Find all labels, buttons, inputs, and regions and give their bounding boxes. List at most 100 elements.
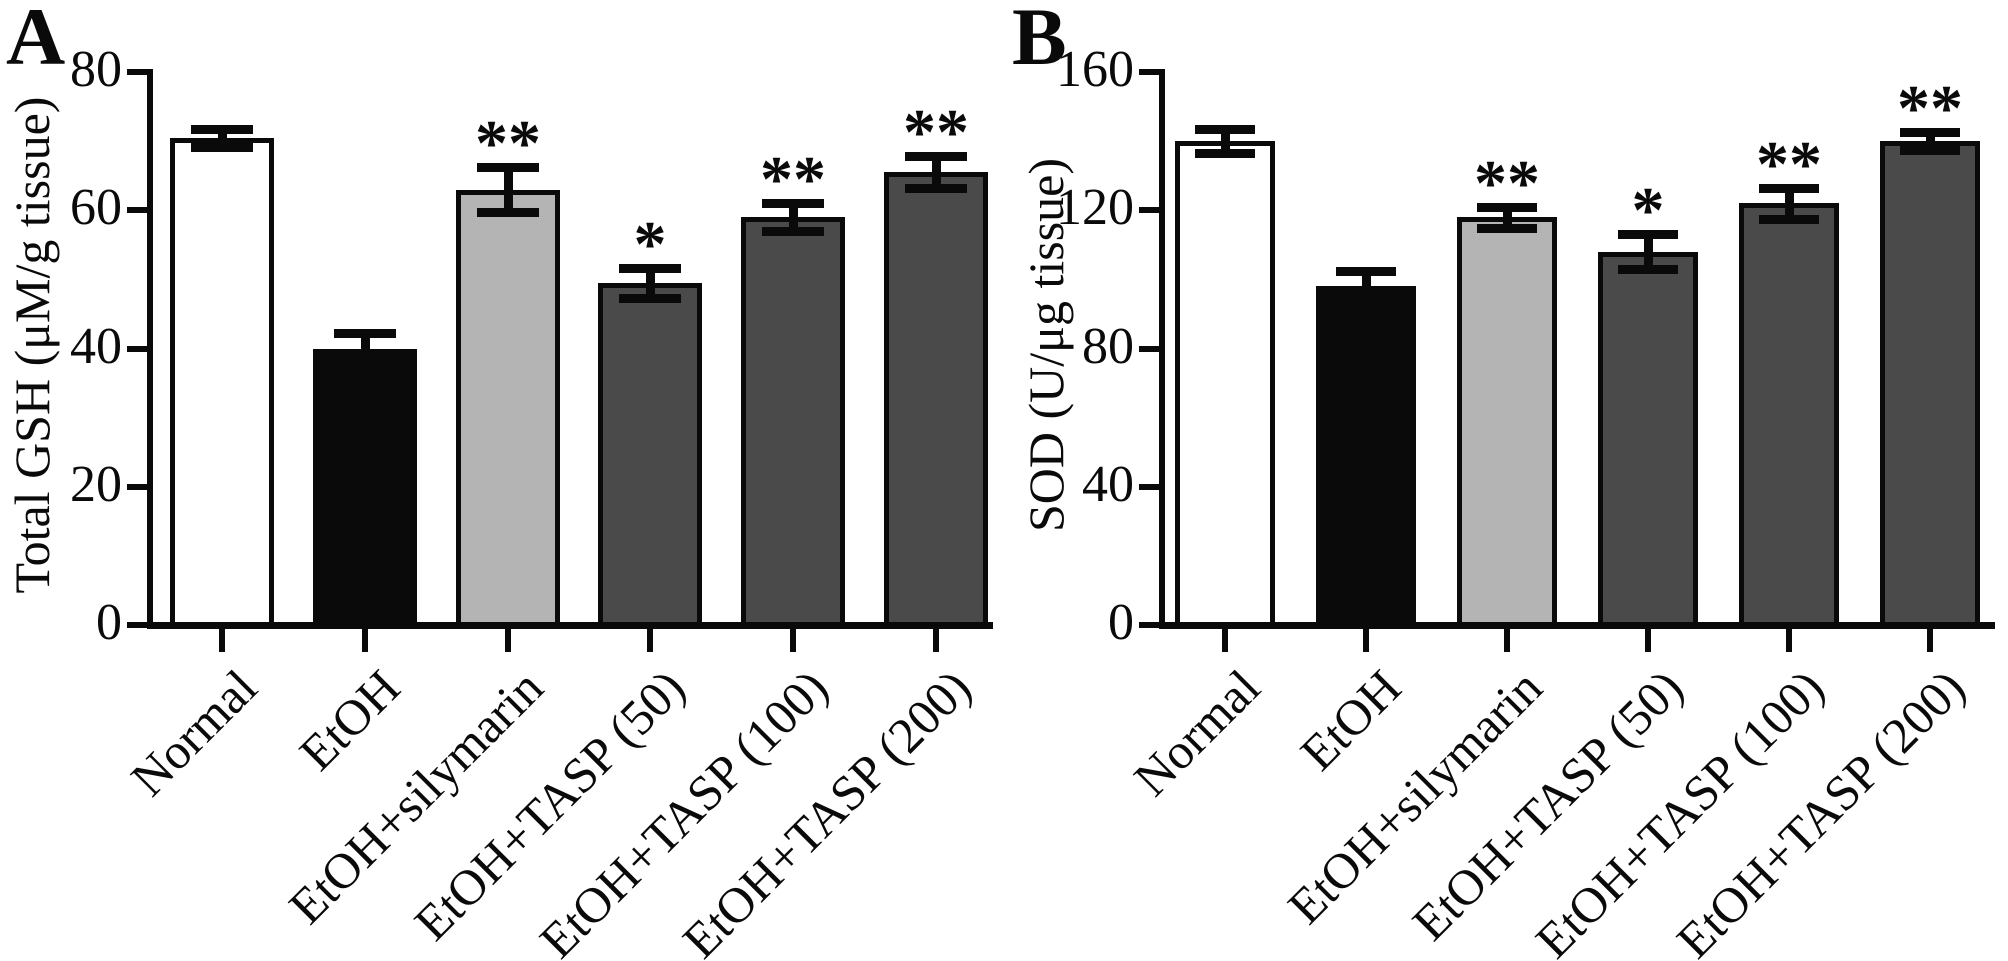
x-tick	[1504, 628, 1510, 652]
significance-marker: **	[1756, 127, 1822, 201]
significance-marker: *	[1631, 174, 1665, 248]
x-tick	[1222, 628, 1228, 652]
x-tick	[790, 628, 796, 652]
bar-etoh-tasp-100	[741, 217, 845, 628]
y-tick	[1139, 622, 1159, 628]
error-bar-stem	[932, 156, 941, 189]
y-tick-label: 40	[70, 317, 122, 375]
error-bar-cap-bottom	[619, 294, 681, 304]
bar-etoh-silymarin	[456, 189, 560, 628]
y-tick	[1139, 483, 1159, 490]
significance-marker: **	[760, 143, 826, 217]
error-bar-stem	[504, 167, 513, 212]
significance-marker: **	[1897, 72, 1963, 146]
bar-etoh	[1316, 286, 1416, 628]
error-bar-cap-top	[1759, 183, 1819, 193]
significance-marker: **	[475, 107, 541, 181]
y-tick-label: 80	[70, 41, 122, 98]
y-tick-label: 20	[70, 455, 122, 513]
error-bar-stem	[646, 267, 655, 299]
error-bar-cap-top	[1195, 125, 1255, 135]
bar-etoh-tasp-200	[1880, 141, 1980, 628]
error-bar-stem	[1644, 234, 1653, 269]
error-bar-cap-top	[905, 152, 967, 162]
bar-etoh-silymarin	[1457, 217, 1557, 628]
error-bar-stem	[361, 333, 370, 364]
error-bar-cap-top	[1900, 128, 1960, 138]
bar-normal	[170, 137, 274, 628]
error-bar-stem	[218, 128, 227, 147]
x-tick	[1927, 628, 1933, 652]
significance-marker: **	[903, 96, 969, 170]
error-bar-cap-top	[1618, 230, 1678, 240]
error-bar-cap-bottom	[1477, 223, 1537, 233]
x-tick	[219, 628, 225, 652]
error-bar-cap-bottom	[1759, 214, 1819, 224]
error-bar-cap-top	[762, 199, 824, 209]
y-tick	[127, 345, 147, 352]
y-tick	[1139, 207, 1159, 214]
error-bar-cap-bottom	[1900, 145, 1960, 155]
error-bar-cap-top	[1477, 202, 1537, 212]
panel-letter-a: A	[6, 0, 66, 82]
error-bar-stem	[1926, 132, 1935, 150]
x-axis-line	[1159, 622, 1995, 629]
x-tick	[505, 628, 511, 652]
bar-etoh-tasp-100	[1739, 203, 1839, 628]
x-category-label: Normal	[1122, 658, 1271, 807]
x-axis-line	[147, 622, 993, 629]
y-tick-label: 40	[1082, 455, 1134, 513]
x-category-label: EtOH	[1289, 658, 1412, 781]
error-bar-cap-bottom	[334, 359, 396, 369]
x-tick	[647, 628, 653, 652]
error-bar-cap-bottom	[191, 142, 253, 152]
panel-letter-b: B	[1012, 0, 1067, 82]
significance-marker: *	[633, 207, 667, 281]
x-tick	[1786, 628, 1792, 652]
y-axis-line	[147, 69, 153, 628]
x-tick	[933, 628, 939, 652]
error-bar-stem	[789, 203, 798, 231]
y-axis-line	[1159, 69, 1165, 628]
error-bar-cap-top	[477, 163, 539, 173]
error-bar-stem	[1503, 206, 1512, 228]
y-tick-label: 0	[1108, 594, 1134, 651]
y-tick	[1139, 69, 1159, 75]
y-tick	[127, 69, 147, 75]
error-bar-cap-top	[191, 124, 253, 134]
y-tick-label: 160	[1056, 41, 1134, 98]
bar-etoh-tasp-50	[598, 282, 702, 628]
error-bar-cap-bottom	[905, 184, 967, 194]
error-bar-stem	[1221, 129, 1230, 154]
significance-marker: **	[1474, 146, 1540, 220]
error-bar-cap-bottom	[762, 226, 824, 236]
x-tick	[1363, 628, 1369, 652]
error-bar-stem	[1362, 270, 1371, 302]
error-bar-cap-bottom	[1195, 149, 1255, 159]
y-tick	[127, 207, 147, 214]
error-bar-stem	[1785, 187, 1794, 219]
x-tick	[362, 628, 368, 652]
bar-normal	[1175, 141, 1275, 628]
error-bar-cap-top	[1336, 266, 1396, 276]
y-tick	[127, 483, 147, 490]
bar-etoh-tasp-50	[1598, 251, 1698, 628]
y-tick-label: 60	[70, 179, 122, 237]
x-category-label: EtOH+silymarin	[1276, 658, 1553, 935]
bar-etoh-tasp-200	[884, 172, 988, 628]
y-tick-label: 80	[1082, 317, 1134, 375]
y-tick-label: 0	[96, 594, 122, 651]
error-bar-cap-bottom	[1618, 265, 1678, 274]
error-bar-cap-top	[334, 329, 396, 339]
bar-etoh	[313, 348, 417, 628]
y-tick	[1139, 345, 1159, 352]
y-tick	[127, 622, 147, 628]
y-tick-label: 120	[1056, 179, 1134, 237]
x-tick	[1645, 628, 1651, 652]
error-bar-cap-bottom	[1336, 297, 1396, 307]
error-bar-cap-bottom	[477, 207, 539, 217]
error-bar-cap-top	[619, 263, 681, 273]
